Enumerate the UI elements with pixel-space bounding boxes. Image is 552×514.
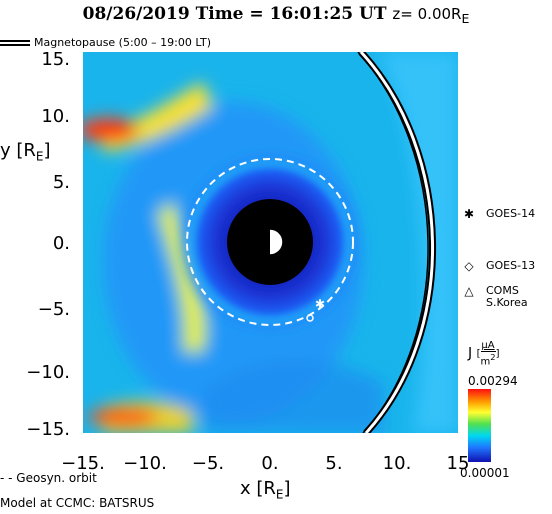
y-tick-neg10: −10.: [26, 362, 70, 383]
y-tick-neg15: −15.: [26, 419, 70, 440]
colorbar-max: 0.00294: [468, 374, 518, 388]
diamond-icon: ◇: [464, 259, 474, 273]
map-svg: ✱: [83, 52, 458, 433]
asterisk-icon: ✱: [463, 207, 475, 221]
current-density-map: ✱: [83, 52, 458, 433]
sat-legend-goes14: ✱ GOES-14: [462, 207, 536, 221]
x-tick-10: 10.: [382, 453, 412, 474]
x-tick-neg5: −5.: [191, 453, 225, 474]
sat-legend-goes13: ◇ GOES-13: [462, 259, 536, 273]
earth-night-side: [257, 229, 270, 255]
geosync-orbit: [186, 158, 354, 326]
magnetopause-legend-label: Magnetopause (5:00 – 19:00 LT): [34, 36, 211, 49]
x-tick-15: 15: [446, 453, 470, 474]
magnetopause-line: [357, 52, 429, 433]
triangle-icon: △: [464, 284, 474, 298]
y-tick-0: 0.: [52, 233, 70, 254]
sat-name: GOES-14: [486, 207, 536, 220]
magnetopause-inner: [359, 52, 434, 433]
colorbar: [468, 389, 491, 462]
model-credit: Model at CCMC: BATSRUS: [0, 496, 155, 510]
y-tick-5: 5.: [52, 172, 70, 193]
x-tick-0: 0.: [261, 453, 279, 474]
y-tick-neg5: −5.: [37, 299, 70, 320]
y-tick-10: 10.: [41, 106, 70, 127]
x-tick-neg10: −10.: [123, 453, 167, 474]
geosync-legend: - - Geosyn. orbit: [0, 471, 97, 485]
z-label: z= 0.00RE: [392, 5, 470, 26]
sat-legend-coms: △ COMS S.Korea: [462, 284, 528, 309]
sat-name: COMS S.Korea: [486, 284, 528, 309]
y-axis-label: y [RE]: [0, 140, 51, 164]
y-tick-15: 15.: [41, 49, 70, 70]
x-tick-neg15: −15.: [61, 453, 105, 474]
sat-name: GOES-13: [486, 259, 536, 272]
goes14-marker: ✱: [315, 297, 325, 311]
magnetopause-swatch: [0, 39, 30, 46]
colorbar-units: [μA m2]: [476, 340, 500, 368]
colorbar-min: 0.00001: [460, 466, 510, 480]
colorbar-title: J [μA m2]: [468, 340, 500, 368]
magnetopause-legend: Magnetopause (5:00 – 19:00 LT): [0, 36, 211, 49]
plot-title: 08/26/2019 Time = 16:01:25 UT z= 0.00RE: [0, 4, 552, 26]
x-axis-label: x [RE]: [240, 478, 291, 502]
goes13-marker: [306, 314, 314, 322]
title-timestamp: 08/26/2019 Time = 16:01:25 UT: [82, 4, 387, 24]
x-tick-5: 5.: [325, 453, 343, 474]
